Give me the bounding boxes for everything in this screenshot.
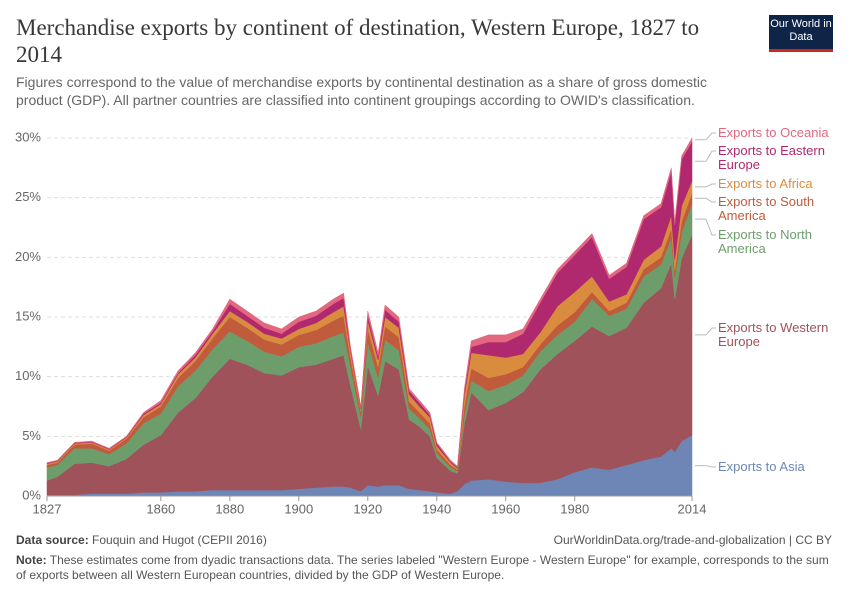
legend-label[interactable]: Exports to Oceania — [718, 125, 829, 140]
chart-subtitle: Figures correspond to the value of merch… — [16, 74, 708, 108]
x-tick-label: 1860 — [146, 501, 175, 516]
source: Data source: Fouquin and Hugot (CEPII 20… — [16, 533, 267, 547]
area — [46, 137, 693, 468]
y-tick-label: 10% — [15, 368, 41, 383]
legend-connector — [695, 197, 716, 203]
legend-label[interactable]: Exports to Africa — [718, 176, 813, 191]
legend-label[interactable]: Exports to South America — [718, 194, 815, 223]
y-tick-label: 20% — [15, 249, 41, 264]
source-text: Fouquin and Hugot (CEPII 2016) — [92, 533, 267, 547]
x-tick-label: 1960 — [491, 501, 520, 516]
logo[interactable]: Our World in Data — [769, 15, 833, 52]
url[interactable]: OurWorldinData.org/trade-and-globalizati… — [553, 533, 832, 547]
x-tick-label: 1920 — [353, 501, 382, 516]
x-tick-label: 1880 — [215, 501, 244, 516]
note-label: Note: — [16, 553, 47, 567]
legend-connector — [695, 132, 716, 141]
legend-label[interactable]: Exports to North America — [718, 227, 812, 256]
note: Note: These estimates come from dyadic t… — [16, 553, 836, 583]
legend-connector — [695, 327, 716, 336]
legend-connector — [695, 465, 716, 468]
x-tick-label: 1827 — [33, 501, 62, 516]
legend-label[interactable]: Exports to Asia — [718, 459, 805, 474]
y-tick-label: 0% — [22, 487, 41, 502]
x-tick-label: 1900 — [284, 501, 313, 516]
legend-connector — [695, 150, 716, 162]
legend-label[interactable]: Exports to Western Europe — [718, 320, 829, 349]
legend-connector — [695, 218, 716, 236]
y-tick-label: 15% — [15, 308, 41, 323]
x-tick-label: 1980 — [560, 501, 589, 516]
y-tick-label: 30% — [15, 129, 41, 144]
y-tick-label: 5% — [22, 428, 41, 443]
x-tick-label: 2014 — [678, 501, 707, 516]
legend-connector — [695, 183, 716, 188]
y-tick-label: 25% — [15, 189, 41, 204]
x-tick-label: 1940 — [422, 501, 451, 516]
chart-title: Merchandise exports by continent of dest… — [16, 15, 700, 67]
source-label: Data source: — [16, 533, 89, 547]
legend-label[interactable]: Exports to Eastern Europe — [718, 143, 825, 172]
note-text: These estimates come from dyadic transac… — [16, 553, 829, 582]
